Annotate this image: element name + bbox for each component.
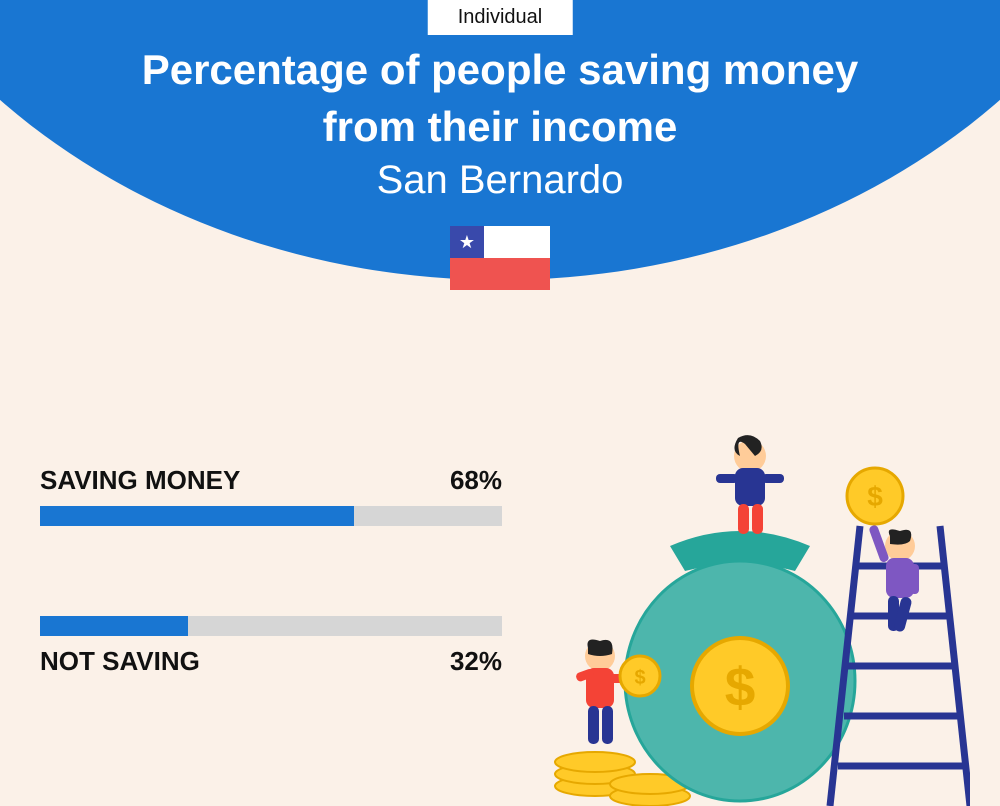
category-badge: Individual: [428, 0, 573, 35]
svg-text:$: $: [634, 667, 645, 689]
bar-not-saving: NOT SAVING 32%: [40, 616, 502, 677]
bar-fill: [40, 506, 354, 526]
savings-illustration: $ $ $: [540, 426, 970, 806]
svg-text:$: $: [867, 481, 883, 512]
bar-saving-money: SAVING MONEY 68%: [40, 465, 502, 526]
money-bag-icon: $: [625, 531, 855, 801]
bar-value: 32%: [450, 646, 502, 677]
bar-label: SAVING MONEY: [40, 465, 240, 496]
main-title: Percentage of people saving money from t…: [0, 42, 1000, 155]
flag-star-icon: ★: [459, 232, 475, 253]
svg-text:$: $: [725, 656, 756, 718]
title-line-1: Percentage of people saving money: [142, 46, 859, 93]
bar-fill: [40, 616, 188, 636]
bar-label: NOT SAVING: [40, 646, 200, 677]
person-top-icon: [716, 435, 784, 534]
chile-flag-icon: ★: [450, 226, 550, 290]
bar-track: [40, 506, 502, 526]
bars-container: SAVING MONEY 68% NOT SAVING 32%: [40, 465, 502, 767]
location-subtitle: San Bernardo: [0, 158, 1000, 203]
bar-track: [40, 616, 502, 636]
title-line-2: from their income: [323, 103, 678, 150]
bar-value: 68%: [450, 465, 502, 496]
